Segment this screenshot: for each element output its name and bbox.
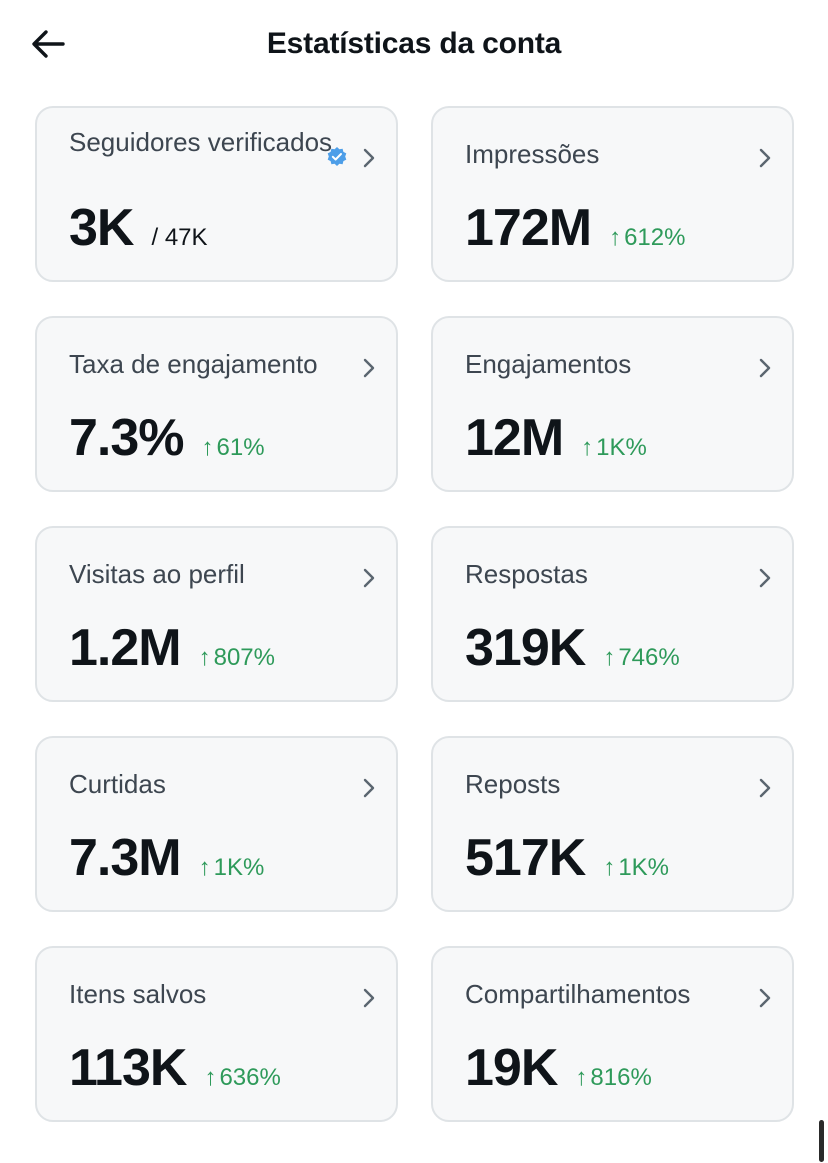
arrow-up-icon: ↑: [201, 434, 214, 461]
scrollbar[interactable]: [819, 1120, 824, 1162]
stat-card-likes[interactable]: Curtidas 7.3M ↑ 1K%: [35, 736, 398, 912]
stats-grid: Seguidores verificados 3K / 47K Impressõ…: [35, 106, 794, 1122]
stat-value-row: 517K ↑ 1K%: [465, 828, 669, 888]
arrow-up-icon: ↑: [575, 1064, 588, 1091]
arrow-up-icon: ↑: [198, 854, 211, 881]
back-button[interactable]: [28, 24, 68, 64]
arrow-left-icon: [32, 30, 65, 58]
stat-card-shares[interactable]: Compartilhamentos 19K ↑ 816%: [431, 946, 794, 1122]
stat-value: 319K: [465, 619, 586, 677]
chevron-right-icon: [759, 778, 771, 798]
stat-value-row: 12M ↑ 1K%: [465, 408, 647, 468]
stat-change: ↑ 61%: [202, 434, 265, 462]
stat-card-engagements[interactable]: Engajamentos 12M ↑ 1K%: [431, 316, 794, 492]
stat-card-profile-visits[interactable]: Visitas ao perfil 1.2M ↑ 807%: [35, 526, 398, 702]
stat-value: 12M: [465, 409, 564, 467]
stat-change-value: 816%: [590, 1064, 652, 1091]
arrow-up-icon: ↑: [204, 1064, 217, 1091]
chevron-right-icon: [363, 988, 375, 1008]
arrow-up-icon: ↑: [581, 434, 594, 461]
stat-card-engagement-rate[interactable]: Taxa de engajamento 7.3% ↑ 61%: [35, 316, 398, 492]
page-title: Estatísticas da conta: [266, 27, 562, 60]
stat-change: ↑ 1K%: [603, 854, 669, 882]
stat-value-row: 319K ↑ 746%: [465, 618, 680, 678]
chevron-right-icon: [759, 568, 771, 588]
stat-value: 113K: [69, 1039, 187, 1097]
stat-card-reposts[interactable]: Reposts 517K ↑ 1K%: [431, 736, 794, 912]
chevron-right-icon: [363, 568, 375, 588]
stat-value-row: 3K / 47K: [69, 198, 208, 258]
header: Estatísticas da conta: [0, 0, 828, 92]
stat-label: Taxa de engajamento: [69, 349, 318, 379]
chevron-right-icon: [759, 148, 771, 168]
stat-change: ↑ 746%: [603, 644, 679, 672]
chevron-right-icon: [363, 148, 375, 168]
stat-label: Reposts: [465, 769, 561, 799]
stat-change: ↑ 1K%: [581, 434, 647, 462]
stat-value-row: 19K ↑ 816%: [465, 1038, 652, 1098]
arrow-up-icon: ↑: [198, 644, 211, 671]
stat-value: 3K: [69, 199, 134, 257]
stat-value: 172M: [465, 199, 592, 257]
stat-card-verified-followers[interactable]: Seguidores verificados 3K / 47K: [35, 106, 398, 282]
stat-value-row: 172M ↑ 612%: [465, 198, 685, 258]
arrow-up-icon: ↑: [609, 224, 622, 251]
stat-change-value: 1K%: [213, 854, 265, 881]
stat-change-value: 807%: [213, 644, 275, 671]
stat-value-row: 1.2M ↑ 807%: [69, 618, 275, 678]
chevron-right-icon: [759, 988, 771, 1008]
stat-value: 1.2M: [69, 619, 182, 677]
stat-change: ↑ 1K%: [199, 854, 265, 882]
arrow-up-icon: ↑: [603, 644, 616, 671]
stat-change-value: 1K%: [596, 434, 647, 461]
stat-label: Engajamentos: [465, 349, 632, 379]
stat-change: ↑ 612%: [609, 224, 685, 252]
stat-card-impressions[interactable]: Impressões 172M ↑ 612%: [431, 106, 794, 282]
stat-value: 7.3%: [69, 409, 185, 467]
stat-label: Curtidas: [69, 769, 166, 799]
stat-value-row: 7.3% ↑ 61%: [69, 408, 265, 468]
stat-change-value: 636%: [219, 1064, 281, 1091]
stat-value: 7.3M: [69, 829, 182, 887]
stat-change-value: 746%: [618, 644, 680, 671]
stat-value: 19K: [465, 1039, 558, 1097]
stat-total: / 47K: [151, 224, 208, 251]
stat-label: Respostas: [465, 559, 588, 589]
stat-change: ↑ 816%: [575, 1064, 651, 1092]
stat-change-value: 612%: [624, 224, 686, 251]
stat-change: ↑ 807%: [199, 644, 275, 672]
verified-badge-icon: [327, 147, 347, 166]
chevron-right-icon: [363, 358, 375, 378]
stat-label: Itens salvos: [69, 979, 207, 1009]
stat-change-value: 1K%: [618, 854, 670, 881]
stat-label: Impressões: [465, 139, 600, 169]
stat-card-replies[interactable]: Respostas 319K ↑ 746%: [431, 526, 794, 702]
stat-card-saved-items[interactable]: Itens salvos 113K ↑ 636%: [35, 946, 398, 1122]
stat-label: Visitas ao perfil: [69, 559, 245, 589]
stat-label: Compartilhamentos: [465, 979, 691, 1009]
stat-change-value: 61%: [216, 434, 265, 461]
stat-label: Seguidores verificados: [69, 127, 333, 157]
stat-change: ↑ 636%: [204, 1064, 280, 1092]
stat-value: 517K: [465, 829, 586, 887]
arrow-up-icon: ↑: [603, 854, 616, 881]
chevron-right-icon: [363, 778, 375, 798]
chevron-right-icon: [759, 358, 771, 378]
stat-value-row: 7.3M ↑ 1K%: [69, 828, 264, 888]
stat-value-row: 113K ↑ 636%: [69, 1038, 281, 1098]
